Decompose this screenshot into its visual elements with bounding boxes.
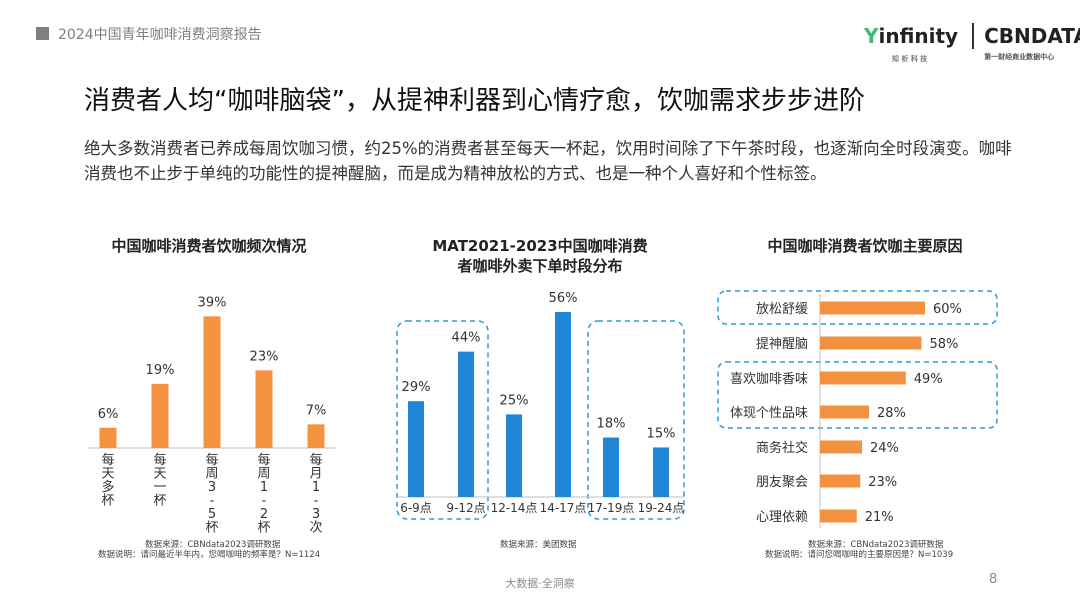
chart3-category-label: 商务社交	[756, 440, 808, 456]
chart1-source-note: 数据来源：CBNdata2023调研数据	[145, 540, 281, 550]
chart3-category-label: 喜欢咖啡香味	[730, 372, 808, 387]
chart3-bar	[820, 440, 862, 454]
chart3-category-label: 体现个性品味	[730, 406, 808, 421]
chart2-category-label: 12-14点	[491, 501, 538, 515]
chart3-bar	[820, 371, 906, 385]
chart3-value-label: 21%	[865, 510, 894, 525]
chart2-title-line2: 者咖啡外卖下单时段分布	[457, 257, 623, 275]
chart2-value-label: 29%	[402, 380, 431, 395]
chart2-title: MAT2021-2023中国咖啡消费 者咖啡外卖下单时段分布	[400, 236, 680, 276]
chart3-bar	[820, 405, 869, 419]
chart2-title-line1: MAT2021-2023中国咖啡消费	[432, 237, 648, 255]
chart2-bar	[653, 447, 669, 497]
chart3-value-label: 23%	[868, 475, 897, 490]
chart1-category-label: 每月 1 -3 次	[309, 452, 322, 536]
report-title: 2024中国青年咖啡消费洞察报告	[58, 27, 262, 43]
infinity-logo-subtitle: 知 析 科 技	[892, 55, 928, 63]
chart1-bar	[255, 370, 273, 448]
chart2-value-label: 18%	[597, 417, 626, 432]
chart2-bar	[408, 401, 424, 497]
chart1-bar	[203, 316, 221, 448]
chart3-source-note: 数据来源：CBNdata2023调研数据	[808, 540, 944, 550]
header-square-marker	[36, 27, 49, 40]
chart3-category-label: 心理依赖	[756, 510, 808, 525]
chart2-category-label: 6-9点	[400, 501, 432, 515]
chart2-value-label: 44%	[452, 331, 481, 346]
chart2-category-label: 9-12点	[446, 501, 485, 515]
cbndata-logo-subtitle: 第一财经商业数据中心	[984, 53, 1055, 61]
brand-logos: Yinfinity 知 析 科 技 CBNDATA 第一财经商业数据中心	[864, 18, 1080, 63]
chart1-value-label: 19%	[146, 363, 175, 378]
chart2-category-label: 14-17点	[540, 501, 587, 515]
chart2-highlight-box-evening	[587, 320, 685, 520]
chart1-description-note: 数据说明：请问最近半年内，您喝咖啡的频率是？N=1124	[98, 550, 321, 560]
chart1-category-label: 每天多杯	[101, 452, 114, 509]
chart2-value-label: 15%	[647, 426, 676, 441]
chart3-value-label: 58%	[930, 337, 959, 352]
chart3-highlight-box-relax	[717, 290, 998, 325]
chart2-value-label: 56%	[549, 291, 578, 306]
chart1-category-label: 每天一杯	[153, 452, 166, 509]
chart1-bar	[99, 427, 117, 448]
chart3-value-label: 60%	[933, 302, 962, 317]
chart3-title: 中国咖啡消费者饮咖主要原因	[767, 237, 963, 255]
chart1-category-label: 每周 1 -2 杯	[257, 452, 270, 536]
infinity-logo-mark: Y	[864, 24, 879, 48]
chart3-value-label: 28%	[877, 406, 906, 421]
chart1-bar	[151, 383, 169, 448]
infinity-logo-text: infinity	[878, 24, 959, 48]
chart1-value-label: 39%	[198, 295, 227, 310]
chart1-value-label: 23%	[250, 349, 279, 364]
chart2-bar	[603, 437, 619, 497]
chart2-value-label: 25%	[500, 393, 529, 408]
chart3-category-label: 朋友聚会	[756, 474, 808, 490]
chart2-bar	[506, 414, 522, 497]
footer-tagline: 大数据·全洞察	[505, 577, 575, 590]
chart1-category-label: 每周 3 -5 杯	[205, 452, 218, 536]
chart2-source-note: 数据来源：美团数据	[500, 540, 577, 550]
cbndata-logo: CBNDATA 第一财经商业数据中心	[984, 24, 1080, 61]
chart3-value-label: 49%	[914, 372, 943, 387]
chart3-bar	[820, 301, 925, 315]
chart1-value-label: 7%	[306, 403, 327, 418]
chart3-bar	[820, 474, 861, 488]
chart1-value-label: 6%	[98, 407, 119, 422]
chart2-bar	[458, 351, 474, 497]
page-number: 8	[989, 572, 998, 587]
chart1-bar	[307, 424, 325, 448]
chart2-category-label: 17-19点	[588, 501, 635, 515]
chart2-highlight-box-morning	[396, 320, 489, 520]
chart3-category-label: 放松舒缓	[756, 302, 808, 317]
chart3-bar	[820, 336, 922, 350]
chart2-bar	[555, 312, 571, 497]
chart3-value-label: 24%	[870, 441, 899, 456]
chart2-category-label: 19-24点	[638, 501, 685, 515]
slide-title: 消费者人均“咖啡脑袋”，从提神利器到心情疗愈，饮咖需求步步进阶	[84, 86, 865, 116]
chart3-description-note: 数据说明：请问您喝咖啡的主要原因是？N=1039	[765, 550, 954, 560]
chart3-category-label: 提神醒脑	[756, 336, 808, 352]
infinity-logo: Yinfinity 知 析 科 技	[864, 24, 959, 63]
chart1-title: 中国咖啡消费者饮咖频次情况	[111, 237, 307, 255]
chart3-bar	[820, 509, 857, 523]
cbndata-logo-text: CBNDATA	[984, 24, 1080, 48]
slide-description: 绝大多数消费者已养成每周饮咖习惯，约25%的消费者甚至每天一杯起，饮用时间除了下…	[84, 139, 1012, 183]
chart3-highlight-box-taste	[717, 361, 998, 429]
logo-divider	[972, 23, 975, 49]
